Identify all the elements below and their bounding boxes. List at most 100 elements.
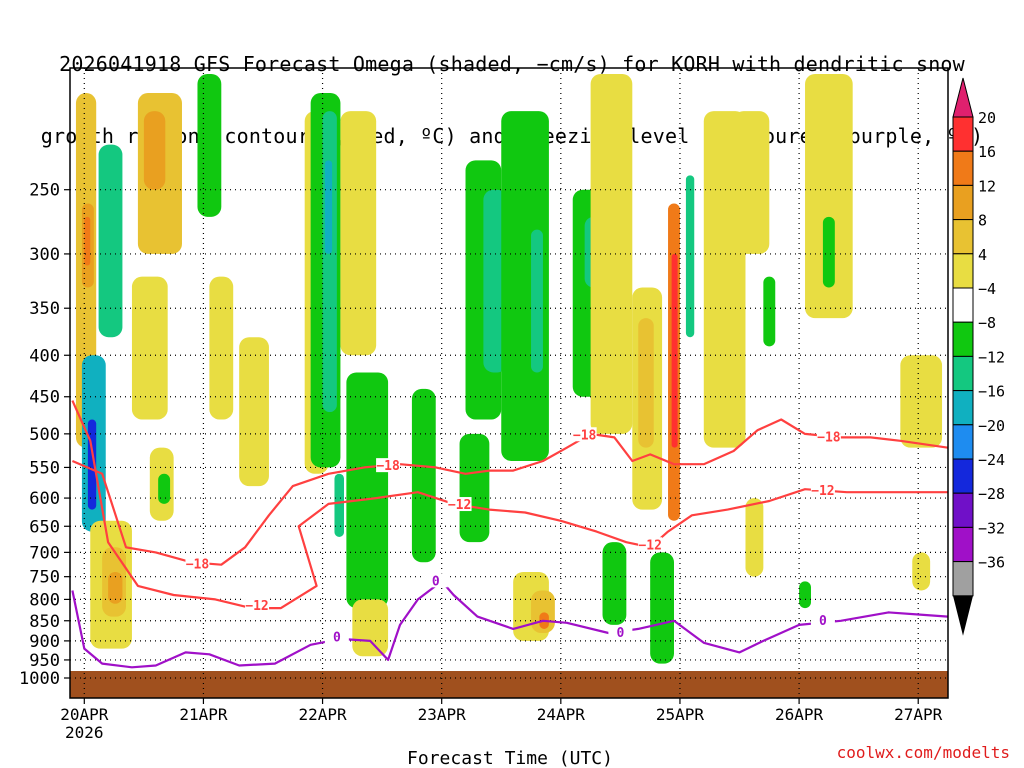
y-tick-label-350: 350: [29, 299, 60, 319]
contour-label-bg-0-0: [324, 629, 349, 644]
omega-region-10: [143, 111, 166, 190]
x-tick-label-26APR: 26APR: [775, 705, 824, 724]
contour--18: [71, 418, 949, 566]
omega-region-3: [98, 144, 123, 338]
omega-region-19: [322, 111, 337, 413]
omega-region-14: [158, 473, 171, 504]
omega-region-47: [763, 276, 776, 347]
contour-label--12-2: −12: [638, 538, 661, 553]
omega-region-48: [805, 74, 853, 319]
omega-region-28: [501, 111, 549, 461]
colorbar-bin-13: [952, 561, 974, 597]
y-tick-label-500: 500: [29, 425, 60, 445]
x-tick-label-27APR: 27APR: [894, 705, 943, 724]
plot-frame: [69, 67, 949, 699]
contour-label--18-0: −18: [186, 558, 210, 573]
omega-region-30: [459, 433, 490, 543]
colorbar-bin-7: [952, 355, 974, 392]
y-tick-label-450: 450: [29, 388, 60, 408]
y-tick-label-850: 850: [29, 612, 60, 632]
omega-region-20: [324, 160, 333, 254]
colorbar-bin-10: [952, 458, 974, 494]
colorbar-label-10: −24: [978, 451, 1005, 469]
y-tick-label-700: 700: [29, 543, 60, 563]
contour-label-bg--18-0: [185, 556, 210, 571]
omega-region-52: [912, 552, 931, 591]
contour-label-bg--12-1: [447, 497, 472, 512]
y-tick-label-300: 300: [29, 245, 60, 265]
x-tick-label-23APR: 23APR: [418, 705, 467, 724]
y-tick-label-950: 950: [29, 651, 60, 671]
omega-region-53: [822, 216, 835, 288]
colorbar-bin-12: [952, 526, 974, 563]
omega-region-29: [531, 229, 543, 373]
colorbar-bin-6: [952, 321, 974, 357]
colorbar-label-3: 8: [978, 212, 987, 230]
y-tick-label-900: 900: [29, 632, 60, 652]
omega-region-36: [590, 74, 633, 434]
omega-region-41: [671, 253, 678, 448]
y-tick-label-400: 400: [29, 346, 60, 366]
omega-region-39: [602, 542, 627, 625]
omega-region-25: [411, 388, 436, 563]
colorbar-bin-0: [952, 116, 974, 152]
colorbar-bin-2: [952, 184, 974, 221]
y-tick-label-250: 250: [29, 181, 60, 201]
contour-label-bg-0-2: [608, 624, 633, 639]
contour-label-0-2: 0: [616, 626, 624, 641]
colorbar-label-4: 4: [978, 246, 987, 264]
contour-0: [71, 580, 949, 669]
omega-region-42: [685, 175, 695, 338]
colorbar-bin-11: [952, 492, 974, 528]
x-tick-label-25APR: 25APR: [656, 705, 705, 724]
contour-label-bg--18-3: [816, 429, 841, 444]
colorbar-label-1: 16: [978, 143, 996, 161]
x-tick-label-21APR: 21APR: [179, 705, 228, 724]
colorbar-bin-9: [952, 424, 974, 460]
contour-label-bg--12-2: [638, 537, 663, 552]
x-tick-sublabel-20APR: 2026: [65, 723, 104, 742]
contour-label-bg--18-2: [572, 427, 597, 442]
contour-label-bg--18-1: [376, 458, 401, 473]
colorbar-label-0: 20: [978, 109, 996, 127]
colorbar-label-12: −32: [978, 519, 1005, 537]
contour-label-bg-0-3: [810, 612, 835, 627]
contour-label--12-1: −12: [448, 498, 471, 513]
omega-region-8: [108, 571, 123, 604]
y-tick-label-650: 650: [29, 517, 60, 537]
y-tick-label-800: 800: [29, 590, 60, 610]
contour-label-0-1: 0: [432, 574, 440, 589]
colorbar-label-11: −28: [978, 485, 1005, 503]
contour-label-0-3: 0: [819, 614, 827, 629]
omega-region-16: [239, 337, 269, 487]
contour-label-bg--12-0: [245, 597, 270, 612]
omega-region-44: [650, 552, 674, 664]
x-tick-label-20APR: 20APR: [60, 705, 109, 724]
x-axis-title: Forecast Time (UTC): [407, 748, 613, 768]
contour-label-0-0: 0: [333, 631, 341, 646]
omega-region-21: [334, 473, 345, 537]
omega-region-51: [900, 355, 943, 448]
y-tick-label-600: 600: [29, 489, 60, 509]
contour-label--18-1: −18: [376, 459, 400, 474]
colorbar-label-6: −8: [978, 314, 996, 332]
colorbar-bottom-arrow: [953, 595, 973, 636]
omega-region-46: [733, 111, 770, 254]
colorbar-bin-5: [952, 287, 974, 323]
omega-region-38: [638, 318, 654, 448]
omega-region-13: [197, 74, 222, 217]
y-tick-label-1000: 1000: [19, 669, 60, 689]
chart-title-line1: 2026041918 GFS Forecast Omega (shaded, −…: [59, 52, 965, 76]
colorbar-label-9: −20: [978, 417, 1005, 435]
ground-surface: [70, 671, 948, 698]
contour-label--12-3: −12: [811, 484, 834, 499]
colorbar-top-arrow: [952, 77, 974, 118]
omega-region-2: [84, 216, 91, 266]
omega-region-23: [346, 372, 389, 609]
colorbar-label-2: 12: [978, 177, 996, 195]
colorbar-bin-3: [952, 219, 974, 255]
omega-region-24: [352, 599, 389, 657]
y-tick-label-550: 550: [29, 458, 60, 478]
omega-region-49: [745, 498, 764, 577]
colorbar-label-7: −12: [978, 348, 1005, 366]
